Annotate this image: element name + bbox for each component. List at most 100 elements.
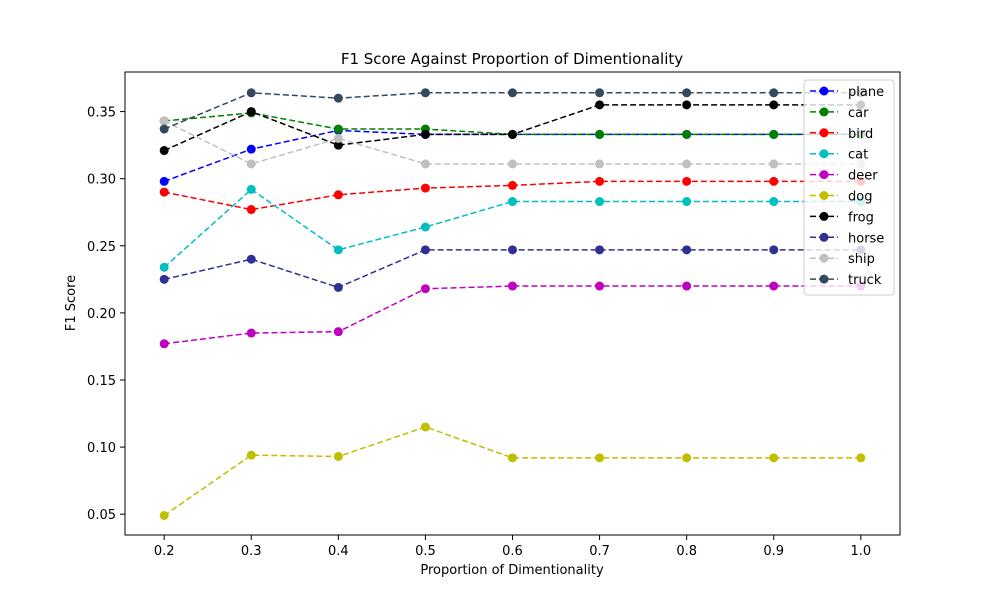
data-point-truck (159, 124, 169, 134)
data-point-bird (420, 183, 430, 193)
data-point-truck (595, 88, 605, 98)
data-point-horse (420, 245, 430, 255)
data-point-plane (159, 176, 169, 186)
series-ship (159, 116, 866, 169)
x-tick-label: 0.6 (502, 544, 523, 559)
legend-marker-swatch (819, 253, 829, 263)
legend-item-truck: truck (810, 273, 882, 288)
data-point-ship (508, 159, 517, 169)
legend-label: plane (848, 85, 884, 100)
data-point-cat (682, 197, 692, 207)
legend-item-plane: plane (810, 85, 884, 100)
data-point-frog (508, 129, 517, 139)
data-point-frog (682, 100, 692, 110)
legend-label: deer (848, 169, 878, 184)
data-point-ship (246, 159, 256, 169)
y-tick-label: 0.30 (87, 173, 116, 188)
legend-label: dog (848, 190, 872, 205)
legend: plane car bird cat deer dog frog horse ship truck (803, 79, 895, 296)
data-point-deer (508, 281, 517, 291)
legend-marker-swatch (819, 128, 829, 138)
legend-label: frog (848, 210, 874, 225)
series-line-cat (163, 188, 861, 268)
data-point-horse (508, 245, 517, 255)
data-point-plane (246, 144, 256, 154)
data-point-horse (246, 254, 256, 264)
data-point-deer (246, 328, 256, 338)
y-axis-title: F1 Score (64, 275, 79, 331)
data-point-deer (159, 339, 169, 349)
y-tick-label: 0.05 (87, 508, 116, 523)
data-point-cat (508, 197, 517, 207)
series-bird (159, 176, 866, 215)
legend-marker-swatch (819, 170, 829, 180)
data-point-cat (595, 197, 605, 207)
data-point-ship (769, 159, 779, 169)
x-tick-label: 0.8 (676, 544, 697, 559)
legend-label: ship (848, 252, 875, 267)
series-line-deer (164, 285, 861, 345)
data-point-bird (508, 180, 517, 190)
data-point-ship (682, 159, 692, 169)
legend-item-cat: cat (810, 148, 868, 163)
legend-item-car: car (810, 106, 869, 121)
x-axis-title: Proportion of Dimentionality (420, 563, 604, 578)
data-point-truck (420, 88, 430, 98)
data-point-deer (595, 281, 605, 291)
data-point-frog (420, 129, 430, 139)
series-cat (159, 184, 866, 272)
legend-marker-swatch (819, 86, 829, 96)
series-line-truck (163, 92, 861, 130)
x-tick-label: 0.2 (154, 544, 175, 559)
series-truck (159, 88, 866, 134)
plot-area: 0.2 0.3 0.4 0.5 0.6 0.7 0.8 0.9 1.0 0.05 0.10 0.15 0… (87, 88, 871, 559)
data-point-truck (508, 88, 517, 98)
data-point-ship (595, 159, 605, 169)
series-horse (159, 245, 866, 292)
y-tick-label: 0.35 (87, 106, 116, 121)
x-tick-label: 0.4 (328, 544, 349, 559)
legend-marker-swatch (819, 107, 829, 117)
data-point-dog (246, 450, 256, 460)
x-tick-label: 0.5 (415, 544, 436, 559)
x-tick-label: 0.3 (241, 544, 262, 559)
data-point-frog (159, 146, 169, 156)
y-tick-label: 0.20 (87, 307, 116, 322)
data-point-deer (769, 281, 779, 291)
data-point-frog (595, 100, 605, 110)
y-tick-label: 0.15 (87, 374, 116, 389)
y-tick-label: 0.10 (87, 441, 116, 456)
data-point-car (595, 129, 605, 139)
series-frog (159, 100, 866, 156)
data-point-truck (682, 88, 692, 98)
series-line-dog (163, 426, 861, 517)
chart-title: F1 Score Against Proportion of Dimention… (341, 50, 683, 68)
data-point-dog (682, 453, 692, 463)
data-point-horse (333, 282, 343, 292)
legend-marker-swatch (819, 232, 829, 242)
x-tick-label: 1.0 (850, 544, 871, 559)
data-point-cat (769, 197, 779, 207)
data-point-dog (420, 422, 430, 432)
data-point-bird (769, 176, 779, 186)
data-point-ship (159, 116, 169, 126)
legend-item-deer: deer (810, 169, 878, 184)
data-point-dog (159, 511, 169, 521)
data-point-frog (246, 107, 256, 117)
data-point-horse (769, 245, 779, 255)
x-tick-label: 0.9 (763, 544, 784, 559)
data-point-cat (246, 184, 256, 194)
legend-label: bird (848, 127, 873, 142)
legend-label: cat (848, 148, 868, 163)
data-point-dog (508, 453, 517, 463)
data-point-bird (682, 176, 692, 186)
data-point-car (682, 129, 692, 139)
legend-marker-swatch (819, 191, 829, 200)
data-point-truck (333, 93, 343, 103)
data-point-dog (595, 453, 605, 463)
legend-label: car (848, 106, 869, 121)
series-dog (159, 422, 866, 521)
data-point-ship (333, 133, 343, 143)
data-point-horse (159, 274, 169, 284)
